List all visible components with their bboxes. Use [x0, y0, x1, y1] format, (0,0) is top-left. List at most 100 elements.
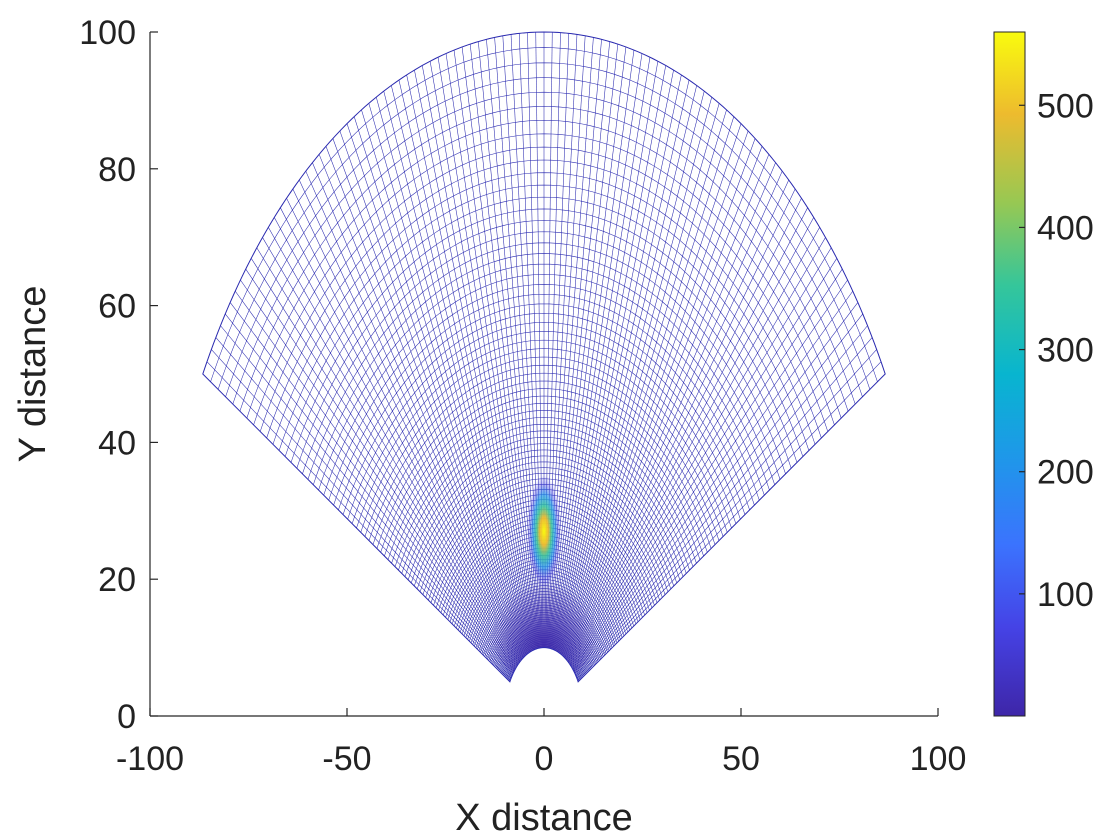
mesh-arc-line [419, 467, 669, 592]
mesh-arc-line [356, 339, 732, 529]
y-tick-label: 100 [79, 14, 136, 52]
mesh-arc-line [323, 274, 765, 496]
mesh-radial-line [469, 44, 537, 649]
mesh-arc-line [210, 47, 878, 382]
mesh-arc-line [368, 364, 720, 541]
mesh-radial-line [406, 74, 531, 652]
mesh-arc-line [217, 62, 871, 390]
mesh-arc-line [313, 253, 775, 485]
mesh-radial-line [391, 85, 529, 654]
mesh-radial-line [478, 41, 538, 649]
domain-outline [202, 31, 886, 683]
mesh-radial-line [556, 69, 674, 652]
mesh-radial-line [559, 85, 697, 654]
x-axis-title: X distance [455, 797, 632, 839]
mesh-radial-line [453, 50, 536, 650]
mesh-arc-line [246, 119, 842, 419]
x-tick-label: -100 [116, 740, 184, 778]
mesh-radial-line [414, 69, 532, 652]
x-tick-label: 0 [535, 740, 554, 778]
x-tick-label: 100 [910, 740, 967, 778]
heat-overlay [489, 475, 599, 682]
mesh-arc-line [278, 184, 810, 451]
mesh-arc-line [307, 242, 781, 480]
mesh-arc-line [407, 443, 681, 580]
y-axis-ticks: 0 20 40 60 80 100 [79, 14, 158, 736]
mesh-radial-line [353, 116, 526, 657]
mesh-arc-line [416, 461, 672, 590]
peak-hotspot [527, 475, 561, 588]
mesh-radial-line [558, 79, 690, 653]
plot-area [202, 31, 886, 683]
colorbar-tick-label: 100 [1037, 576, 1094, 614]
mesh-radial-line [552, 50, 635, 650]
mesh-radial-line [437, 57, 534, 651]
mesh-radial-line [346, 123, 525, 657]
mesh-arc-line [376, 380, 712, 549]
mesh-arc-line [372, 372, 716, 545]
mesh-arc-line [410, 449, 678, 584]
mesh-arc-line [380, 388, 708, 553]
mesh-arc-line [387, 403, 701, 560]
mesh-arc-line [239, 106, 849, 412]
mesh-arc-line [414, 455, 674, 587]
mesh-arc-line [422, 473, 666, 595]
mesh-arc-line [225, 77, 863, 397]
colorbar-tick-label: 300 [1037, 332, 1094, 370]
mesh-arc-line [342, 312, 746, 515]
mesh-arc-line [290, 208, 798, 463]
mesh-arc-line [360, 348, 728, 533]
mesh-radial-line [561, 109, 727, 656]
mesh-arc-line [401, 430, 687, 574]
mesh-arc-line [232, 91, 856, 405]
y-axis-title: Y distance [12, 286, 54, 463]
colorbar-gradient [993, 31, 1026, 717]
mesh-radial-line [368, 103, 527, 655]
mesh-arc-line [302, 231, 786, 474]
y-tick-label: 80 [98, 151, 136, 189]
mesh-radial-line [561, 103, 720, 655]
x-axis-ticks: -100 -50 0 50 100 [116, 708, 966, 778]
y-tick-label: 40 [98, 424, 136, 462]
mesh-arc-line [338, 303, 750, 511]
mesh-radial-line [445, 53, 535, 650]
colorbar: 100 200 300 400 500 [993, 31, 1094, 717]
mesh-arc-line [333, 293, 755, 506]
mesh-radial-line [461, 46, 537, 650]
colorbar-tick-label: 500 [1037, 87, 1094, 125]
mesh-radial-line [555, 65, 667, 651]
colorbar-ticks: 100 200 300 400 500 [1019, 87, 1094, 614]
low-value-region [489, 555, 599, 682]
mesh-radial-line [563, 123, 742, 657]
axes: -100 -50 0 50 100 0 20 40 60 80 100 X distance Y … [12, 14, 966, 839]
mesh-arc-line [296, 220, 792, 469]
mesh-arc-line [253, 133, 835, 425]
x-tick-label: -50 [322, 740, 371, 778]
mesh-arc-line [266, 159, 822, 439]
mesh-radial-line [550, 41, 610, 649]
mesh-arc-line [318, 263, 770, 491]
mesh-arc-line [364, 356, 724, 537]
x-tick-label: 50 [722, 740, 760, 778]
y-tick-label: 0 [117, 698, 136, 736]
mesh-radial-line [551, 44, 619, 649]
mesh-arc-line [328, 284, 760, 501]
mesh-radial-line [421, 65, 533, 651]
mesh-radial-line [361, 109, 527, 656]
mesh-arc-line [347, 322, 741, 520]
mesh-radial-line [555, 61, 659, 651]
mesh-radial-line [551, 46, 627, 650]
colorbar-tick-label: 400 [1037, 209, 1094, 247]
mesh-arc-line [394, 417, 694, 567]
mesh-radial-line [553, 53, 643, 650]
mesh-radial-line [557, 74, 682, 652]
mesh-radial-line [562, 116, 735, 657]
mesh-radial-line [429, 61, 533, 651]
mesh-arc-line [398, 423, 690, 571]
mesh-arc-line [391, 410, 697, 564]
mesh-radial-line [398, 79, 530, 653]
mesh-arc-line [384, 395, 704, 557]
mesh-arc-line [351, 331, 737, 524]
mesh-radial-line [554, 57, 651, 651]
